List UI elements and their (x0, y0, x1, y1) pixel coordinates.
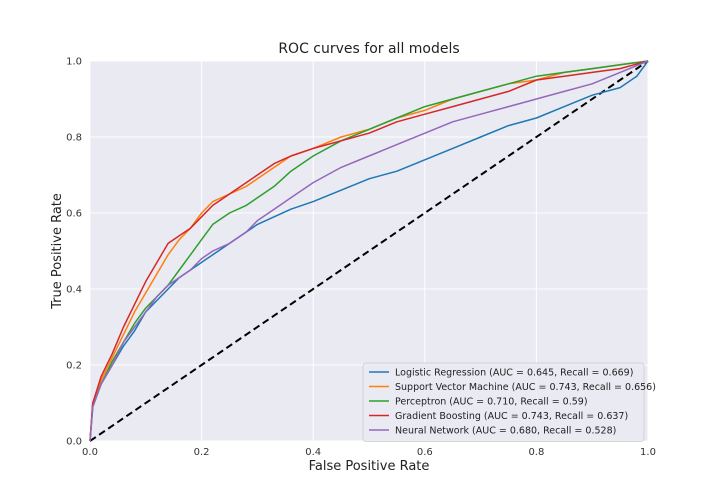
roc-line-series-4 (89, 60, 649, 442)
x-tick-label: 0.2 (194, 447, 210, 458)
roc-line-series-3 (89, 60, 649, 442)
x-tick-label: 0.6 (417, 447, 433, 458)
chart-title: ROC curves for all models (278, 41, 459, 57)
legend-label: Gradient Boosting (AUC = 0.743, Recall =… (395, 411, 628, 422)
roc-line-series-0 (89, 60, 649, 442)
y-tick-label: 1.0 (66, 57, 82, 68)
tick-labels: 0.0 0.2 0.4 0.6 0.8 1.0 0.0 0.2 0.4 0.6 0.8 1.0 (66, 57, 656, 459)
y-tick-label: 0.0 (66, 437, 82, 448)
y-tick-label: 0.8 (66, 133, 82, 144)
grid-lines (89, 60, 649, 442)
y-tick-label: 0.2 (66, 361, 82, 372)
y-tick-label: 0.6 (66, 209, 82, 220)
x-tick-label: 0.4 (305, 447, 321, 458)
reference-line-group (89, 60, 649, 442)
y-tick-label: 0.4 (66, 285, 82, 296)
legend-label: Support Vector Machine (AUC = 0.743, Rec… (395, 382, 656, 393)
series-lines (89, 60, 649, 442)
x-tick-label: 0.8 (528, 447, 544, 458)
x-axis-label: False Positive Rate (309, 459, 430, 474)
x-tick-label: 1.0 (640, 447, 656, 458)
legend-label: Logistic Regression (AUC = 0.645, Recall… (395, 368, 633, 379)
legend: Logistic Regression (AUC = 0.645, Recall… (362, 362, 656, 442)
roc-line-series-2 (89, 60, 649, 442)
y-axis-label: True Positive Rate (50, 193, 65, 310)
x-tick-label: 0.0 (82, 447, 98, 458)
legend-box (362, 362, 645, 442)
diagonal-reference-line (89, 60, 649, 442)
legend-label: Perceptron (AUC = 0.710, Recall = 0.59) (395, 397, 588, 408)
legend-label: Neural Network (AUC = 0.680, Recall = 0.… (395, 426, 616, 437)
